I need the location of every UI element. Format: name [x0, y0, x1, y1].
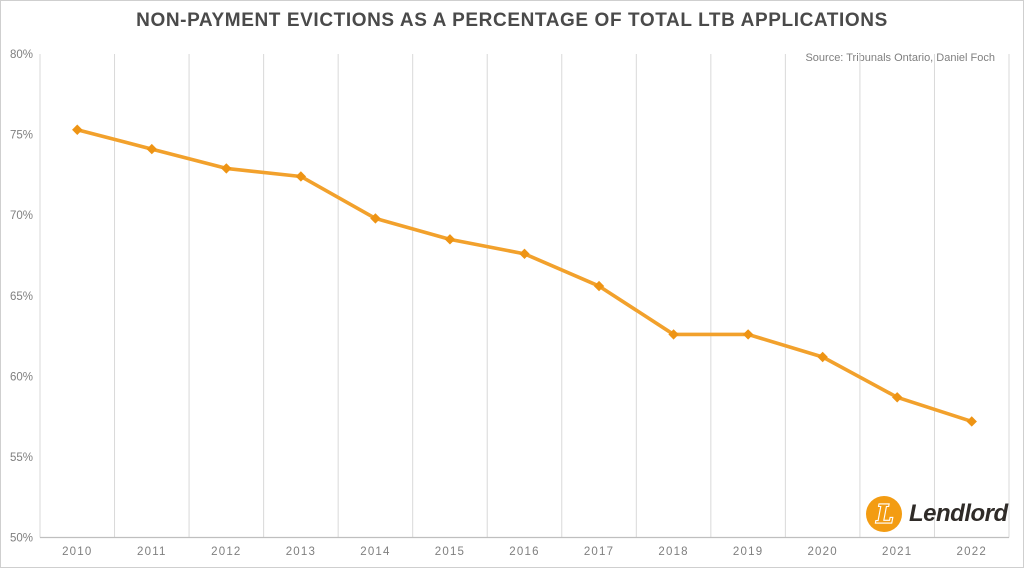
svg-text:2013: 2013	[286, 546, 316, 558]
lendlord-logo-text: Lendlord	[909, 500, 1008, 527]
lendlord-logo: L Lendlord	[865, 495, 1008, 533]
svg-text:2010: 2010	[62, 546, 92, 558]
svg-text:2012: 2012	[211, 546, 241, 558]
source-note: Source: Tribunals Ontario, Daniel Foch	[805, 52, 995, 64]
svg-text:55%: 55%	[10, 452, 33, 464]
svg-text:2015: 2015	[435, 546, 465, 558]
svg-text:2021: 2021	[882, 546, 912, 558]
svg-text:2020: 2020	[807, 546, 837, 558]
svg-text:50%: 50%	[10, 533, 33, 545]
svg-text:2019: 2019	[733, 546, 763, 558]
lendlord-circle-l-icon: L	[866, 496, 902, 532]
svg-text:2017: 2017	[584, 546, 614, 558]
svg-text:75%: 75%	[10, 130, 33, 142]
svg-text:2014: 2014	[360, 546, 390, 558]
svg-text:80%: 80%	[10, 49, 33, 61]
svg-text:70%: 70%	[10, 210, 33, 222]
svg-text:2018: 2018	[658, 546, 688, 558]
svg-text:65%: 65%	[10, 291, 33, 303]
svg-text:L: L	[876, 500, 894, 529]
svg-text:60%: 60%	[10, 371, 33, 383]
svg-text:2022: 2022	[957, 546, 987, 558]
chart-title: NON-PAYMENT EVICTIONS AS A PERCENTAGE OF…	[136, 10, 888, 31]
svg-text:2016: 2016	[509, 546, 539, 558]
svg-text:2011: 2011	[137, 546, 167, 558]
